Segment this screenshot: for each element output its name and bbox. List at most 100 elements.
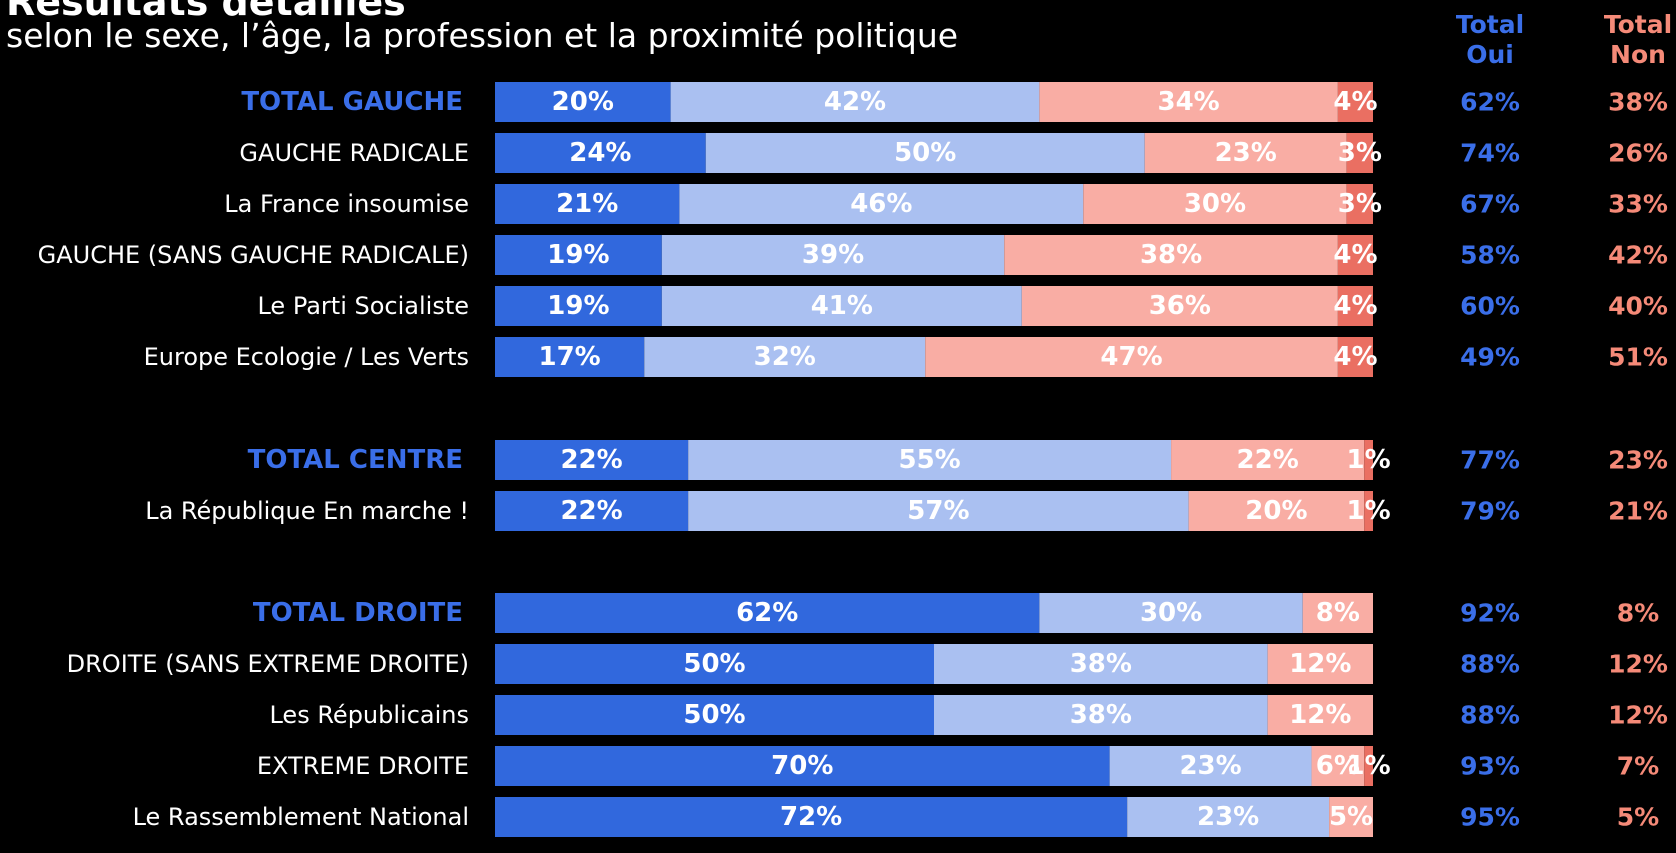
bar-segment-label: 1%	[1347, 751, 1391, 781]
bar-row: TOTAL GAUCHE 20% 42% 34% 4% 62% 38%	[241, 82, 1668, 122]
bar-segment-tout-a-fait-oui	[495, 133, 706, 173]
bar-segment-label: 23%	[1179, 751, 1241, 781]
bar-segment-label: 5%	[1329, 802, 1373, 832]
bar-segment-label: 47%	[1100, 342, 1162, 372]
bar-segment-label: 57%	[907, 496, 969, 526]
bar-segment-label: 21%	[556, 189, 618, 219]
bar-segment-plutot-oui	[661, 286, 1022, 326]
bar-row: Le Parti Socialiste 19% 41% 36% 4% 60% 40%	[257, 286, 1668, 326]
bar-segment-label: 70%	[771, 751, 833, 781]
total-non-value: 51%	[1608, 343, 1668, 372]
bar-segment-label: 4%	[1333, 240, 1377, 270]
bar-segment-label: 4%	[1333, 87, 1377, 117]
total-non-value: 26%	[1608, 139, 1668, 168]
bar-segment-tout-a-fait-non	[1364, 746, 1373, 786]
bar-segment-tout-a-fait-oui	[495, 695, 934, 735]
total-oui-value: 93%	[1460, 752, 1520, 781]
total-oui-value: 92%	[1460, 599, 1520, 628]
total-oui-value: 79%	[1460, 497, 1520, 526]
total-oui-value: 88%	[1460, 701, 1520, 730]
bar-segment-label: 22%	[1237, 445, 1299, 475]
bar-segment-label: 30%	[1140, 598, 1202, 628]
bar-segment-label: 8%	[1316, 598, 1360, 628]
bar-segment-label: 55%	[898, 445, 960, 475]
bar-row: GAUCHE RADICALE 24% 50% 23% 3% 74% 26%	[239, 133, 1668, 173]
bar-segment-plutot-non	[1004, 235, 1338, 275]
bar-segment-label: 36%	[1149, 291, 1211, 321]
bar-segment-label: 19%	[547, 240, 609, 270]
total-non-value: 5%	[1617, 803, 1659, 832]
page-title: Résultats détaillés	[6, 0, 406, 24]
bar-segment-label: 50%	[894, 138, 956, 168]
bar-segment-tout-a-fait-oui	[495, 286, 662, 326]
bar-segment-plutot-oui	[705, 133, 1145, 173]
row-label: TOTAL CENTRE	[248, 445, 463, 475]
bar-segment-tout-a-fait-oui	[495, 593, 1040, 633]
bar-segment-plutot-oui	[644, 337, 926, 377]
total-non-value: 23%	[1608, 446, 1668, 475]
bar-segment-label: 30%	[1184, 189, 1246, 219]
bar-row: Le Rassemblement National 72% 23% 5% 95% 5%	[133, 797, 1659, 837]
bar-segment-label: 20%	[1245, 496, 1307, 526]
bar-segment-tout-a-fait-oui	[495, 440, 689, 480]
total-non-header-line2: Non	[1610, 40, 1666, 69]
bar-row: La République En marche ! 22% 57% 20% 1% 79% 2…	[145, 491, 1668, 531]
bar-segment-tout-a-fait-oui	[495, 82, 671, 122]
bar-segment-tout-a-fait-non	[1346, 133, 1373, 173]
bar-segment-plutot-oui	[934, 644, 1268, 684]
total-non-value: 33%	[1608, 190, 1668, 219]
total-non-value: 12%	[1608, 701, 1668, 730]
bar-segment-plutot-oui	[1039, 593, 1303, 633]
bar-segment-label: 6%	[1316, 751, 1360, 781]
bar-segment-plutot-non	[1311, 746, 1365, 786]
bar-segment-tout-a-fait-oui	[495, 235, 662, 275]
bar-segment-plutot-oui	[688, 440, 1172, 480]
bar-segment-label: 24%	[569, 138, 631, 168]
bar-segment-label: 32%	[754, 342, 816, 372]
bar-row: EXTREME DROITE 70% 23% 6%1% 93% 7%	[257, 746, 1659, 786]
total-non-value: 42%	[1608, 241, 1668, 270]
bar-segment-plutot-non	[1188, 491, 1365, 531]
row-label: DROITE (SANS EXTREME DROITE)	[67, 650, 469, 678]
total-non-header-line1: Total	[1603, 10, 1673, 39]
row-label: Le Parti Socialiste	[257, 292, 469, 320]
row-label: Europe Ecologie / Les Verts	[144, 343, 469, 371]
bar-row: TOTAL CENTRE 22% 55% 22% 1% 77% 23%	[248, 440, 1668, 480]
row-label: La République En marche !	[145, 497, 469, 525]
bar-segment-tout-a-fait-non	[1337, 235, 1373, 275]
bar-segment-plutot-oui	[1127, 797, 1330, 837]
total-oui-value: 58%	[1460, 241, 1520, 270]
total-oui-value: 49%	[1460, 343, 1520, 372]
bar-segment-label: 12%	[1289, 700, 1351, 730]
bar-segment-label: 1%	[1347, 445, 1391, 475]
bar-segment-tout-a-fait-oui	[495, 644, 934, 684]
bar-segment-tout-a-fait-non	[1337, 286, 1373, 326]
bar-segment-label: 41%	[811, 291, 873, 321]
total-non-value: 7%	[1617, 752, 1659, 781]
total-oui-header: Total Oui	[1440, 10, 1540, 70]
row-label: GAUCHE RADICALE	[239, 139, 469, 167]
row-label: Le Rassemblement National	[133, 803, 469, 831]
total-non-header: Total Non	[1588, 10, 1676, 70]
bar-row: Les Républicains 50% 38% 12% 88% 12%	[269, 695, 1668, 735]
bar-segment-label: 62%	[736, 598, 798, 628]
total-oui-header-line1: Total	[1455, 10, 1525, 39]
bar-segment-tout-a-fait-oui	[495, 337, 645, 377]
row-label: EXTREME DROITE	[257, 752, 469, 780]
bar-segment-plutot-non	[1267, 644, 1373, 684]
bar-segment-label: 3%	[1338, 189, 1382, 219]
bar-segment-plutot-oui	[670, 82, 1040, 122]
bar-segment-plutot-oui	[1109, 746, 1312, 786]
bar-segment-label: 34%	[1158, 87, 1220, 117]
total-non-value: 21%	[1608, 497, 1668, 526]
bar-segment-plutot-non	[1083, 184, 1347, 224]
bar-segment-label: 46%	[850, 189, 912, 219]
bar-row: Europe Ecologie / Les Verts 17% 32% 47% 4% 49…	[144, 337, 1668, 377]
bar-segment-plutot-oui	[679, 184, 1084, 224]
total-oui-value: 60%	[1460, 292, 1520, 321]
bar-segment-tout-a-fait-non	[1346, 184, 1373, 224]
bar-segment-label: 50%	[683, 700, 745, 730]
total-oui-value: 77%	[1460, 446, 1520, 475]
bar-segment-label: 72%	[780, 802, 842, 832]
